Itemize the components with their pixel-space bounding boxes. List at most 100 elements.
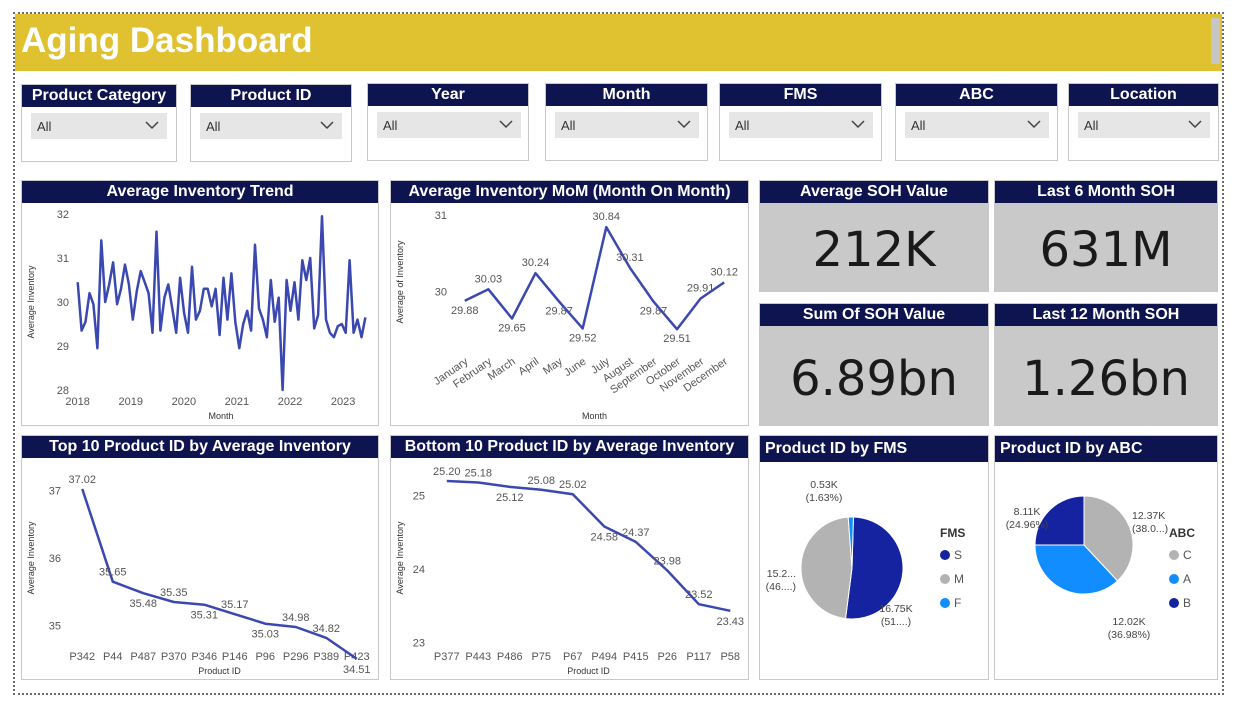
y-axis-title: Average Inventory bbox=[26, 265, 36, 338]
x-tick-label: P346 bbox=[191, 651, 217, 663]
dropdown-year[interactable]: All bbox=[377, 112, 521, 138]
dropdown-fms[interactable]: All bbox=[729, 112, 873, 138]
data-label: 29.51 bbox=[663, 333, 691, 345]
slicer-abc[interactable]: ABC All bbox=[895, 83, 1058, 161]
y-tick-label: 35 bbox=[49, 621, 61, 633]
slicer-product-category[interactable]: Product Category All bbox=[21, 84, 177, 162]
dropdown-product-id[interactable]: All bbox=[200, 113, 342, 139]
data-label: 30.12 bbox=[710, 266, 738, 278]
data-label: 35.48 bbox=[129, 598, 157, 610]
pie-data-label: (1.63%) bbox=[806, 492, 843, 504]
chevron-down-icon bbox=[677, 120, 691, 129]
data-label: 23.98 bbox=[653, 555, 681, 567]
kpi-last-6-month-soh: Last 6 Month SOH 631M bbox=[994, 180, 1218, 292]
dropdown-product-category[interactable]: All bbox=[31, 113, 167, 139]
chevron-down-icon bbox=[145, 121, 159, 130]
y-tick-label: 31 bbox=[57, 253, 69, 265]
chart-product-id-by-fms[interactable]: Product ID by FMS 16.75K (51....) 15.2...(… bbox=[759, 435, 989, 680]
pie-data-label: (51....) bbox=[881, 616, 911, 628]
pie-slice-c bbox=[1083, 495, 1134, 582]
data-label: 30.03 bbox=[475, 273, 503, 285]
data-label: 29.65 bbox=[498, 322, 526, 334]
x-axis-title: Month bbox=[208, 411, 233, 421]
data-label: 30.84 bbox=[593, 211, 621, 223]
slicer-label: Product ID bbox=[191, 85, 351, 107]
chart-average-inventory-trend[interactable]: Average Inventory Trend 28 29 30 31 32 2018 20… bbox=[21, 180, 379, 426]
dropdown-abc[interactable]: All bbox=[905, 112, 1049, 138]
dropdown-month[interactable]: All bbox=[555, 112, 699, 138]
pie-slice-f bbox=[847, 516, 854, 569]
kpi-value: 1.26bn bbox=[1022, 350, 1190, 407]
legend-label: S bbox=[954, 548, 962, 562]
x-tick-label: 2022 bbox=[278, 396, 302, 408]
data-label: 25.12 bbox=[496, 492, 524, 504]
slicer-month[interactable]: Month All bbox=[545, 83, 708, 161]
pie-data-label: 15.2... bbox=[767, 568, 796, 580]
x-tick-label: May bbox=[541, 355, 565, 377]
data-label: 35.31 bbox=[190, 610, 218, 622]
y-tick-label: 37 bbox=[49, 485, 61, 497]
y-tick-label: 29 bbox=[57, 341, 69, 353]
data-label: 34.82 bbox=[312, 623, 340, 635]
data-label: 35.03 bbox=[251, 629, 279, 641]
chart-title: Product ID by ABC bbox=[995, 436, 1217, 462]
scrollbar[interactable] bbox=[1211, 18, 1220, 64]
slicer-label: Location bbox=[1069, 84, 1218, 106]
y-tick-label: 24 bbox=[413, 564, 425, 576]
x-tick-label: P117 bbox=[686, 651, 711, 663]
data-label: 24.37 bbox=[622, 527, 650, 539]
x-tick-label: P26 bbox=[657, 651, 677, 663]
chart-average-inventory-mom[interactable]: Average Inventory MoM (Month On Month) 3… bbox=[390, 180, 749, 426]
pie-data-label: (24.96%) bbox=[1006, 519, 1049, 531]
dropdown-value: All bbox=[561, 118, 576, 133]
pie-data-label: 12.37K bbox=[1132, 510, 1165, 522]
slicer-year[interactable]: Year All bbox=[367, 83, 529, 161]
legend-label: F bbox=[954, 596, 961, 610]
data-label: 24.58 bbox=[590, 531, 618, 543]
kpi-label: Last 6 Month SOH bbox=[995, 181, 1217, 203]
chart-title: Average Inventory Trend bbox=[22, 181, 378, 203]
legend-label: A bbox=[1183, 572, 1191, 586]
kpi-sum-of-soh-value: Sum Of SOH Value 6.89bn bbox=[759, 303, 989, 426]
chart-top-10-product-id[interactable]: Top 10 Product ID by Average Inventory 3… bbox=[21, 435, 379, 680]
legend-marker bbox=[1169, 574, 1179, 584]
data-label: 35.65 bbox=[99, 567, 127, 579]
legend-marker bbox=[940, 598, 950, 608]
data-label: 25.02 bbox=[559, 479, 587, 491]
x-tick-label: 2019 bbox=[119, 396, 143, 408]
data-label: 34.51 bbox=[343, 664, 371, 676]
legend-marker bbox=[940, 574, 950, 584]
x-tick-label: 2020 bbox=[172, 396, 196, 408]
slicer-product-id[interactable]: Product ID All bbox=[190, 84, 352, 162]
legend-marker bbox=[940, 550, 950, 560]
chart-title: Average Inventory MoM (Month On Month) bbox=[391, 181, 748, 203]
slicer-location[interactable]: Location All bbox=[1068, 83, 1219, 161]
chart-bottom-10-product-id[interactable]: Bottom 10 Product ID by Average Inventor… bbox=[390, 435, 749, 680]
x-axis-title: Product ID bbox=[567, 666, 610, 676]
y-tick-label: 28 bbox=[57, 385, 69, 397]
data-label: 25.20 bbox=[433, 466, 461, 478]
data-label: 23.43 bbox=[716, 616, 744, 628]
data-label: 23.52 bbox=[685, 589, 713, 601]
page-title: Aging Dashboard bbox=[21, 21, 313, 60]
x-tick-label: P146 bbox=[222, 651, 248, 663]
series-line bbox=[76, 214, 367, 392]
x-tick-label: March bbox=[486, 356, 518, 383]
fms-pie-chart: 16.75K(51....) 15.2...(46....) 0.53K(1.63%… bbox=[766, 479, 966, 628]
y-tick-label: 31 bbox=[435, 210, 447, 222]
chart-product-id-by-abc[interactable]: Product ID by ABC 12.37K (38.0...) 12.02K(… bbox=[994, 435, 1218, 680]
chevron-down-icon bbox=[320, 121, 334, 130]
x-axis-title: Month bbox=[582, 411, 607, 421]
x-tick-label: P342 bbox=[69, 651, 95, 663]
data-label: 29.52 bbox=[569, 332, 597, 344]
dropdown-location[interactable]: All bbox=[1078, 112, 1210, 138]
x-axis-title: Product ID bbox=[198, 666, 241, 676]
y-axis-title: Average of Inventory bbox=[395, 240, 405, 323]
y-tick-label: 23 bbox=[413, 637, 425, 649]
x-tick-label: P96 bbox=[255, 651, 275, 663]
kpi-value: 212K bbox=[812, 222, 936, 278]
pie-slice-m bbox=[800, 516, 853, 620]
slicer-fms[interactable]: FMS All bbox=[719, 83, 882, 161]
y-tick-label: 32 bbox=[57, 209, 69, 221]
